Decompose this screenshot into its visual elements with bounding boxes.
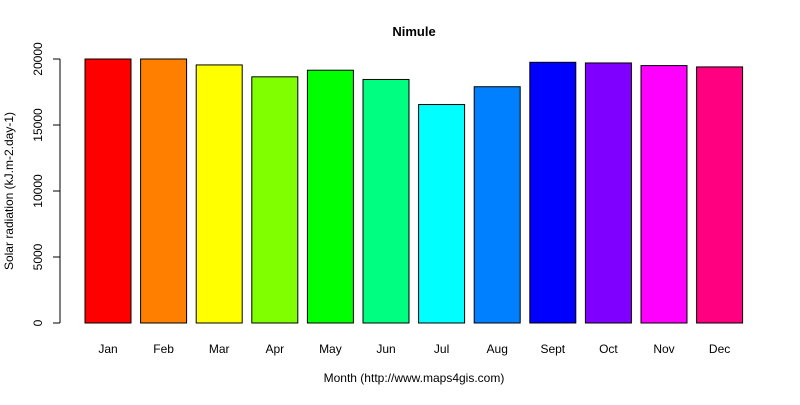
bar-oct [584, 62, 632, 324]
x-tick-label: Jul [434, 342, 449, 356]
y-axis-label: Solar radiation (kJ.m-2.day-1) [2, 112, 16, 270]
x-tick-label: Jun [376, 342, 395, 356]
bar-nov [640, 65, 688, 324]
bar-dec [696, 66, 744, 324]
bar-may [306, 69, 354, 324]
x-tick-label: Oct [599, 342, 618, 356]
y-axis: 0 5000 10000 15000 20000 [31, 42, 61, 326]
chart-title: Nimule [392, 24, 435, 39]
bars-group [84, 58, 744, 324]
x-tick-label: Aug [487, 342, 508, 356]
bar-apr [251, 76, 299, 324]
y-tick-label: 0 [31, 319, 45, 326]
x-tick-labels: Jan Feb Mar Apr May Jun Jul Aug Sept Oct Nov Dec [98, 342, 730, 356]
x-tick-label: Mar [209, 342, 230, 356]
x-tick-label: Dec [709, 342, 730, 356]
x-tick-label: Sept [540, 342, 565, 356]
bar-jul [418, 104, 466, 324]
bar-aug [473, 86, 521, 324]
x-axis-label: Month (http://www.maps4gis.com) [324, 371, 505, 385]
x-tick-label: Jan [98, 342, 117, 356]
x-tick-label: Apr [265, 342, 284, 356]
bar-mar [195, 64, 243, 324]
bar-jan [84, 58, 132, 324]
x-tick-label: May [319, 342, 342, 356]
bar-sept [529, 61, 577, 324]
y-tick-label: 10000 [31, 174, 45, 208]
y-tick-label: 5000 [31, 243, 45, 270]
x-tick-label: Nov [653, 342, 674, 356]
y-tick-label: 20000 [31, 42, 45, 76]
x-tick-label: Feb [153, 342, 174, 356]
bar-jun [362, 78, 410, 324]
bar-feb [140, 58, 188, 324]
y-tick-label: 15000 [31, 108, 45, 142]
